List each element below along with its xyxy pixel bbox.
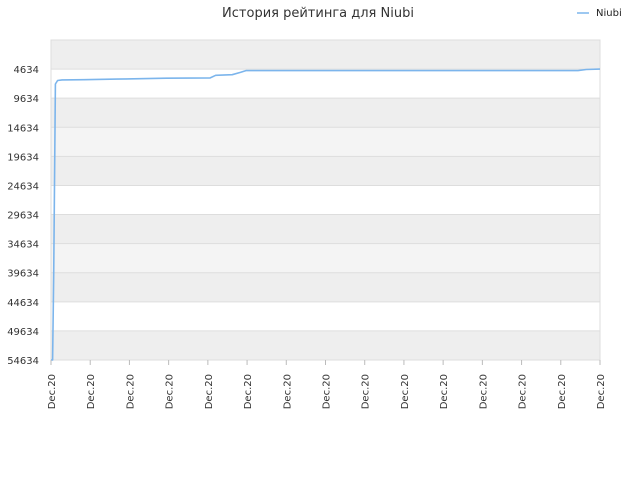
series-line-niubi [51,68,601,361]
plot-band [51,301,600,331]
x-tick-label: Dec.20 [47,374,58,409]
y-tick-label: 29634 [7,211,39,222]
y-tick-label: 49634 [7,327,39,338]
x-tick-label: Dec.20 [439,374,450,409]
series-layer [51,68,601,361]
legend-label: Niubi [596,8,622,19]
x-tick-label: Dec.20 [400,374,411,409]
plot-band [51,243,600,273]
y-tick-label: 44634 [7,298,39,309]
y-tick-label: 19634 [7,152,39,163]
x-axis: Dec.20 Dec.20 Dec.20 Dec.20 Dec.20 Dec.20 Dec.… [47,360,607,409]
y-tick-label: 14634 [7,123,39,134]
x-tick-label: Dec.20 [125,374,136,409]
plot-band [51,272,600,302]
y-tick-label: 34634 [7,240,39,251]
x-tick-label: Dec.20 [243,374,254,409]
plot-band [51,214,600,244]
y-tick-label: 39634 [7,269,39,280]
plot-band [51,330,600,360]
x-tick-label: Dec.20 [322,374,333,409]
y-axis: 4634 9634 14634 19634 24634 29634 34634 39634 44… [7,65,39,367]
legend: Niubi [577,8,622,19]
x-tick-label: Dec.20 [361,374,372,409]
plot-band [51,98,600,128]
plot-band [51,69,600,99]
x-tick-label: Dec.20 [282,374,293,409]
plot-bands [50,39,601,361]
x-tick-label: Dec.20 [165,374,176,409]
y-tick-label: 9634 [14,94,39,105]
x-tick-label: Dec.20 [557,374,568,409]
x-tick-label: Dec.20 [478,374,489,409]
y-tick-label: 24634 [7,181,39,192]
y-tick-label: 4634 [14,65,39,76]
y-tick-label: 54634 [7,356,39,367]
x-tick-label: Dec.20 [518,374,529,409]
x-tick-label: Dec.20 [204,374,215,409]
chart-title: История рейтинга для Niubi [222,6,414,21]
x-tick-label: Dec.20 [86,374,97,409]
x-tick-label: Dec.20 [596,374,607,409]
plot-band [51,127,600,157]
plot-band [51,156,600,186]
plot-band [51,185,600,215]
plot-band [51,40,600,70]
